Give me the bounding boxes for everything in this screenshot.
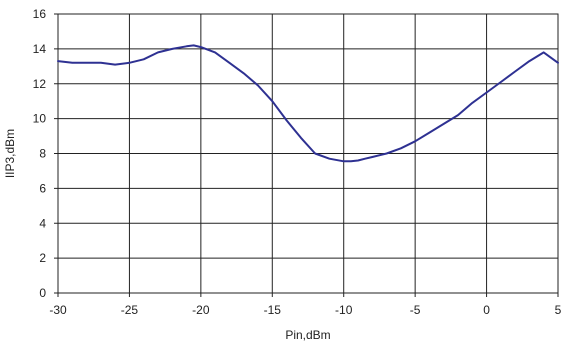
plot-frame <box>57 13 559 294</box>
x-tick-label: -20 <box>192 303 210 317</box>
y-tick-label: 6 <box>39 181 46 195</box>
series-layer <box>57 44 559 163</box>
x-tick-label: 0 <box>483 303 490 317</box>
y-tick-label: 4 <box>39 216 46 230</box>
x-tick-label: -30 <box>49 303 67 317</box>
gridlines <box>57 13 559 294</box>
y-tick-label: 8 <box>39 147 46 161</box>
y-axis-label: IIP3,dBm <box>3 129 17 178</box>
y-tick-label: 12 <box>33 77 47 91</box>
y-tick-label: 10 <box>33 112 47 126</box>
series-line <box>57 44 559 163</box>
x-axis-label: Pin,dBm <box>285 328 330 342</box>
x-tick-label: -25 <box>121 303 139 317</box>
y-tick-label: 14 <box>33 42 47 56</box>
x-tick-label: -5 <box>410 303 421 317</box>
x-tick-label: -10 <box>335 303 353 317</box>
y-tick-label: 0 <box>39 286 46 300</box>
x-tick-label: -15 <box>264 303 282 317</box>
x-tick-label: 5 <box>555 303 562 317</box>
y-tick-label: 16 <box>33 7 47 21</box>
y-tick-label: 2 <box>39 251 46 265</box>
tick-labels: -30 -25 -20 -15 -10 -5 0 5 0 2 4 6 8 10 12 14 16 <box>33 7 562 317</box>
